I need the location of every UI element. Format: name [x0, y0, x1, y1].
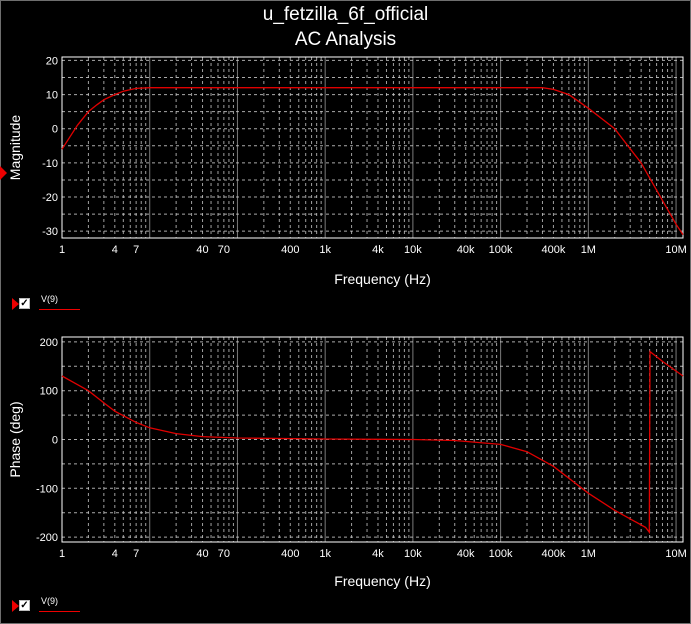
- y-tick-label: 200: [40, 337, 58, 349]
- x-tick-label: 7: [133, 548, 139, 560]
- series-line: [61, 350, 684, 535]
- x-tick-label: 4k: [372, 548, 384, 560]
- x-tick-label: 40: [196, 244, 208, 256]
- y-tick-label: -30: [42, 226, 58, 238]
- x-tick-label: 1k: [319, 244, 331, 256]
- plot-area: [61, 336, 684, 543]
- analysis-title: AC Analysis: [294, 29, 397, 50]
- window-title: u_fetzilla_6f_official: [262, 4, 429, 25]
- x-tick-label: 10k: [404, 548, 422, 560]
- y-tick-label: -100: [36, 483, 58, 495]
- x-tick-label: 100k: [489, 244, 513, 256]
- series-line: [61, 87, 684, 235]
- legend-line-swatch: [39, 309, 80, 310]
- x-axis-label: Frequency (Hz): [334, 573, 430, 589]
- x-tick-label: 40: [196, 548, 208, 560]
- x-tick-label: 1M: [581, 548, 596, 560]
- chart-magnitude: 20 10 0 -10 -20 -301 4 7 40 70 400 1k 4k 10k 40k 100k 40…: [7, 55, 687, 287]
- legend-marker-icon[interactable]: [12, 600, 19, 612]
- legend-checkbox[interactable]: ✓: [19, 298, 30, 309]
- x-tick-label: 40k: [457, 548, 475, 560]
- x-tick-label: 10M: [665, 244, 686, 256]
- x-tick-label: 10k: [404, 244, 422, 256]
- legend-checkbox[interactable]: ✓: [19, 600, 30, 611]
- y-tick-label: 20: [46, 55, 58, 67]
- y-tick-label: 100: [40, 386, 58, 398]
- plot-area: [61, 56, 684, 239]
- x-tick-label: 70: [218, 244, 230, 256]
- x-tick-label: 4: [112, 244, 118, 256]
- y-tick-label: -20: [42, 192, 58, 204]
- y-tick-label: -10: [42, 158, 58, 170]
- x-tick-label: 40k: [457, 244, 475, 256]
- legend-label: V(9): [41, 294, 59, 304]
- legend-label: V(9): [41, 596, 59, 606]
- y-axis-label: Magnitude: [7, 115, 23, 181]
- x-tick-label: 4k: [372, 244, 384, 256]
- x-tick-label: 100k: [489, 548, 513, 560]
- x-tick-label: 7: [133, 244, 139, 256]
- y-tick-label: 0: [52, 435, 58, 447]
- y-tick-label: 0: [52, 124, 58, 136]
- x-tick-label: 400: [281, 548, 299, 560]
- x-tick-label: 1: [59, 244, 65, 256]
- x-tick-label: 400: [281, 244, 299, 256]
- x-axis-label: Frequency (Hz): [334, 271, 430, 287]
- x-tick-label: 1M: [581, 244, 596, 256]
- x-tick-label: 10M: [665, 548, 686, 560]
- x-tick-label: 4: [112, 548, 118, 560]
- x-tick-label: 1k: [319, 548, 331, 560]
- legend-marker-icon[interactable]: [12, 298, 19, 310]
- x-tick-label: 400k: [541, 548, 565, 560]
- axis-marker-icon[interactable]: [0, 166, 7, 180]
- y-axis-label: Phase (deg): [7, 401, 23, 477]
- x-tick-label: 1: [59, 548, 65, 560]
- x-tick-label: 400k: [541, 244, 565, 256]
- x-tick-label: 70: [218, 548, 230, 560]
- y-tick-label: 10: [46, 90, 58, 102]
- y-tick-label: -200: [36, 532, 58, 544]
- legend-line-swatch: [39, 611, 80, 612]
